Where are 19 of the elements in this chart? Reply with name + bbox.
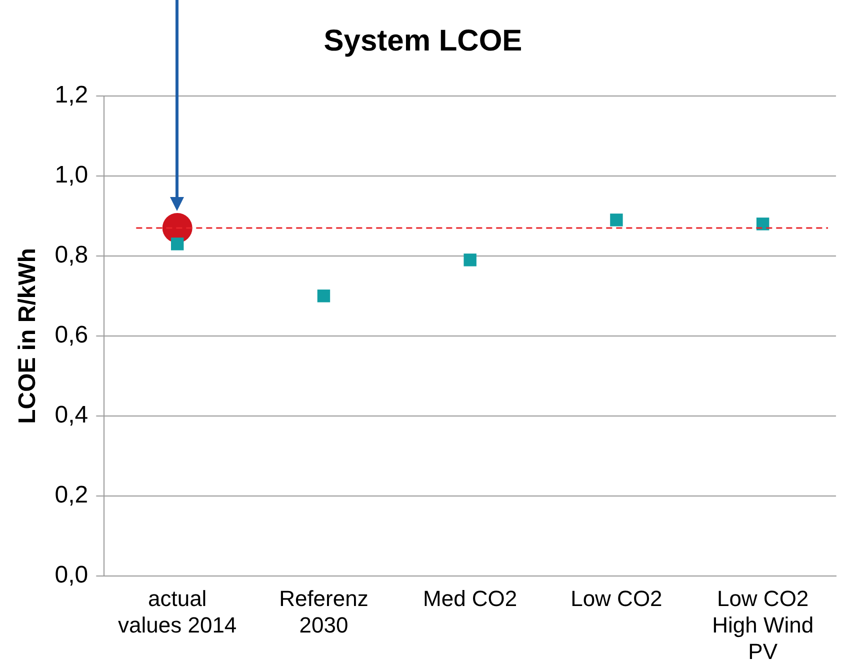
y-tick-label: 0,4: [54, 401, 88, 428]
x-tick-label: Low CO2 High Wind PV: [712, 586, 814, 664]
y-tick-label: 0,2: [54, 481, 88, 508]
y-tick-label: 0,0: [54, 561, 88, 588]
point: [610, 214, 623, 226]
chart-title: System LCOE: [324, 24, 522, 58]
y-tick-label: 0,6: [54, 322, 88, 349]
point: [464, 254, 476, 266]
point: [170, 238, 184, 250]
x-tick-label: actual values 2014: [118, 586, 237, 638]
y-tick-label: 1,2: [54, 82, 88, 109]
point: [317, 290, 330, 302]
x-tick-label: Med CO2: [423, 586, 518, 612]
x-tick-label: Referenz 2030: [279, 586, 368, 638]
point: [756, 218, 770, 230]
x-tick-label: Low CO2: [570, 586, 662, 612]
y-tick-label: 1,0: [54, 162, 88, 189]
y-tick-label: 0,8: [54, 242, 88, 269]
y-axis-title: LCOE in R/kWh: [14, 248, 42, 424]
